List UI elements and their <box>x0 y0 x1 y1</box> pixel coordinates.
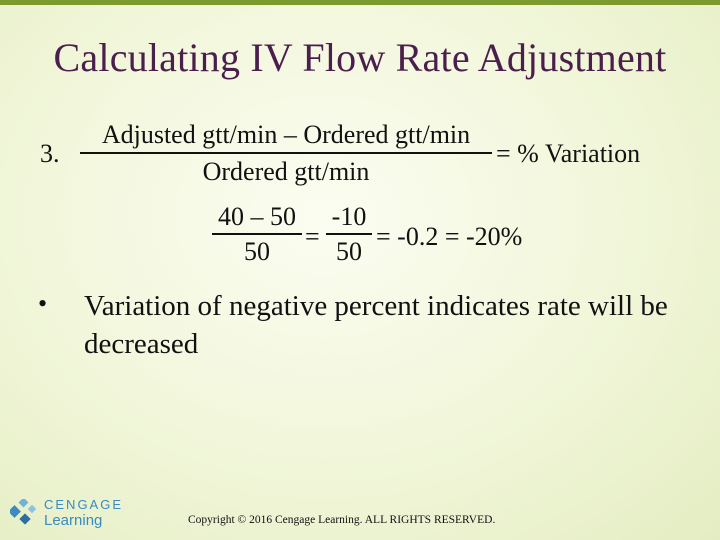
calc-fraction-2-denominator: 50 <box>336 237 362 266</box>
calc-fraction-1-numerator: 40 – 50 <box>218 202 296 231</box>
cengage-logo: CENGAGE Learning <box>10 498 123 528</box>
formula-result: = % Variation <box>496 139 641 168</box>
calc-fraction-1: 40 – 50 50 <box>212 201 302 268</box>
fraction-bar <box>326 233 372 235</box>
formula-numerator: Adjusted gtt/min – Ordered gtt/min <box>101 120 471 149</box>
fraction-bar <box>80 152 492 154</box>
step-number: 3. <box>40 139 60 168</box>
slide-title: Calculating IV Flow Rate Adjustment <box>53 35 667 80</box>
calc-result: = -0.2 = -20% <box>376 222 523 251</box>
logo-text-learning: Learning <box>44 512 103 529</box>
equals-sign: = <box>305 222 320 251</box>
cengage-logo-icon <box>10 499 37 525</box>
top-accent-bar <box>0 0 720 5</box>
calc-fraction-1-denominator: 50 <box>244 237 270 266</box>
logo-text-cengage: CENGAGE <box>44 497 124 512</box>
bullet-text: Variation of negative percent indicates … <box>84 290 668 360</box>
copyright-notice: Copyright © 2016 Cengage Learning. ALL R… <box>188 514 496 526</box>
fraction-bar <box>212 233 302 235</box>
formula-denominator: Ordered gtt/min <box>202 157 370 186</box>
calc-fraction-2: -10 50 <box>326 201 372 268</box>
formula-fraction: Adjusted gtt/min – Ordered gtt/min Order… <box>80 119 492 188</box>
calc-fraction-2-numerator: -10 <box>331 202 367 231</box>
bullet-marker: • <box>38 289 48 318</box>
